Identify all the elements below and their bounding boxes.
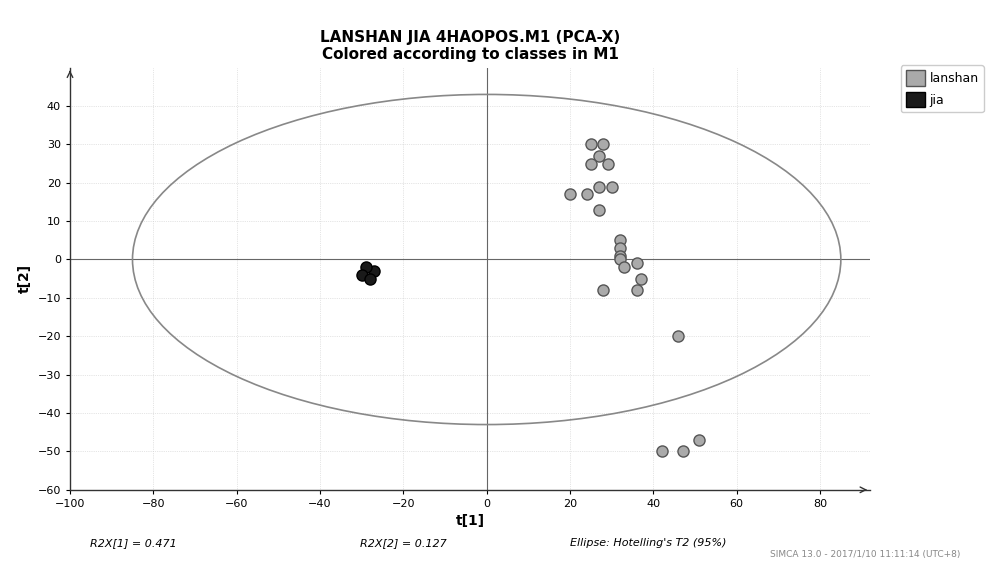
lanshan [562,190,578,199]
lanshan [629,259,645,268]
lanshan [591,182,607,191]
Text: R2X[1] = 0.471: R2X[1] = 0.471 [90,538,177,548]
lanshan [579,190,595,199]
lanshan [674,447,690,456]
lanshan [612,255,628,264]
lanshan [595,140,611,149]
lanshan [616,263,632,272]
lanshan [633,274,649,283]
Text: R2X[2] = 0.127: R2X[2] = 0.127 [360,538,447,548]
lanshan [583,140,599,149]
Legend: lanshan, jia: lanshan, jia [901,65,984,112]
lanshan [670,332,686,341]
lanshan [591,205,607,214]
Y-axis label: t[2]: t[2] [18,264,32,293]
lanshan [595,285,611,294]
jia [354,270,370,279]
lanshan [691,435,707,444]
lanshan [591,151,607,160]
lanshan [612,236,628,245]
Text: Ellipse: Hotelling's T2 (95%): Ellipse: Hotelling's T2 (95%) [570,538,726,548]
Title: LANSHAN JIA 4HAOPOS.M1 (PCA-X)
Colored according to classes in M1: LANSHAN JIA 4HAOPOS.M1 (PCA-X) Colored a… [320,30,620,62]
jia [358,263,374,272]
lanshan [654,447,670,456]
jia [366,266,382,275]
lanshan [629,285,645,294]
lanshan [600,159,616,168]
lanshan [612,243,628,252]
X-axis label: t[1]: t[1] [455,515,485,529]
lanshan [612,251,628,260]
Text: SIMCA 13.0 - 2017/1/10 11:11:14 (UTC+8): SIMCA 13.0 - 2017/1/10 11:11:14 (UTC+8) [770,551,960,560]
lanshan [604,182,620,191]
jia [362,274,378,283]
lanshan [583,159,599,168]
